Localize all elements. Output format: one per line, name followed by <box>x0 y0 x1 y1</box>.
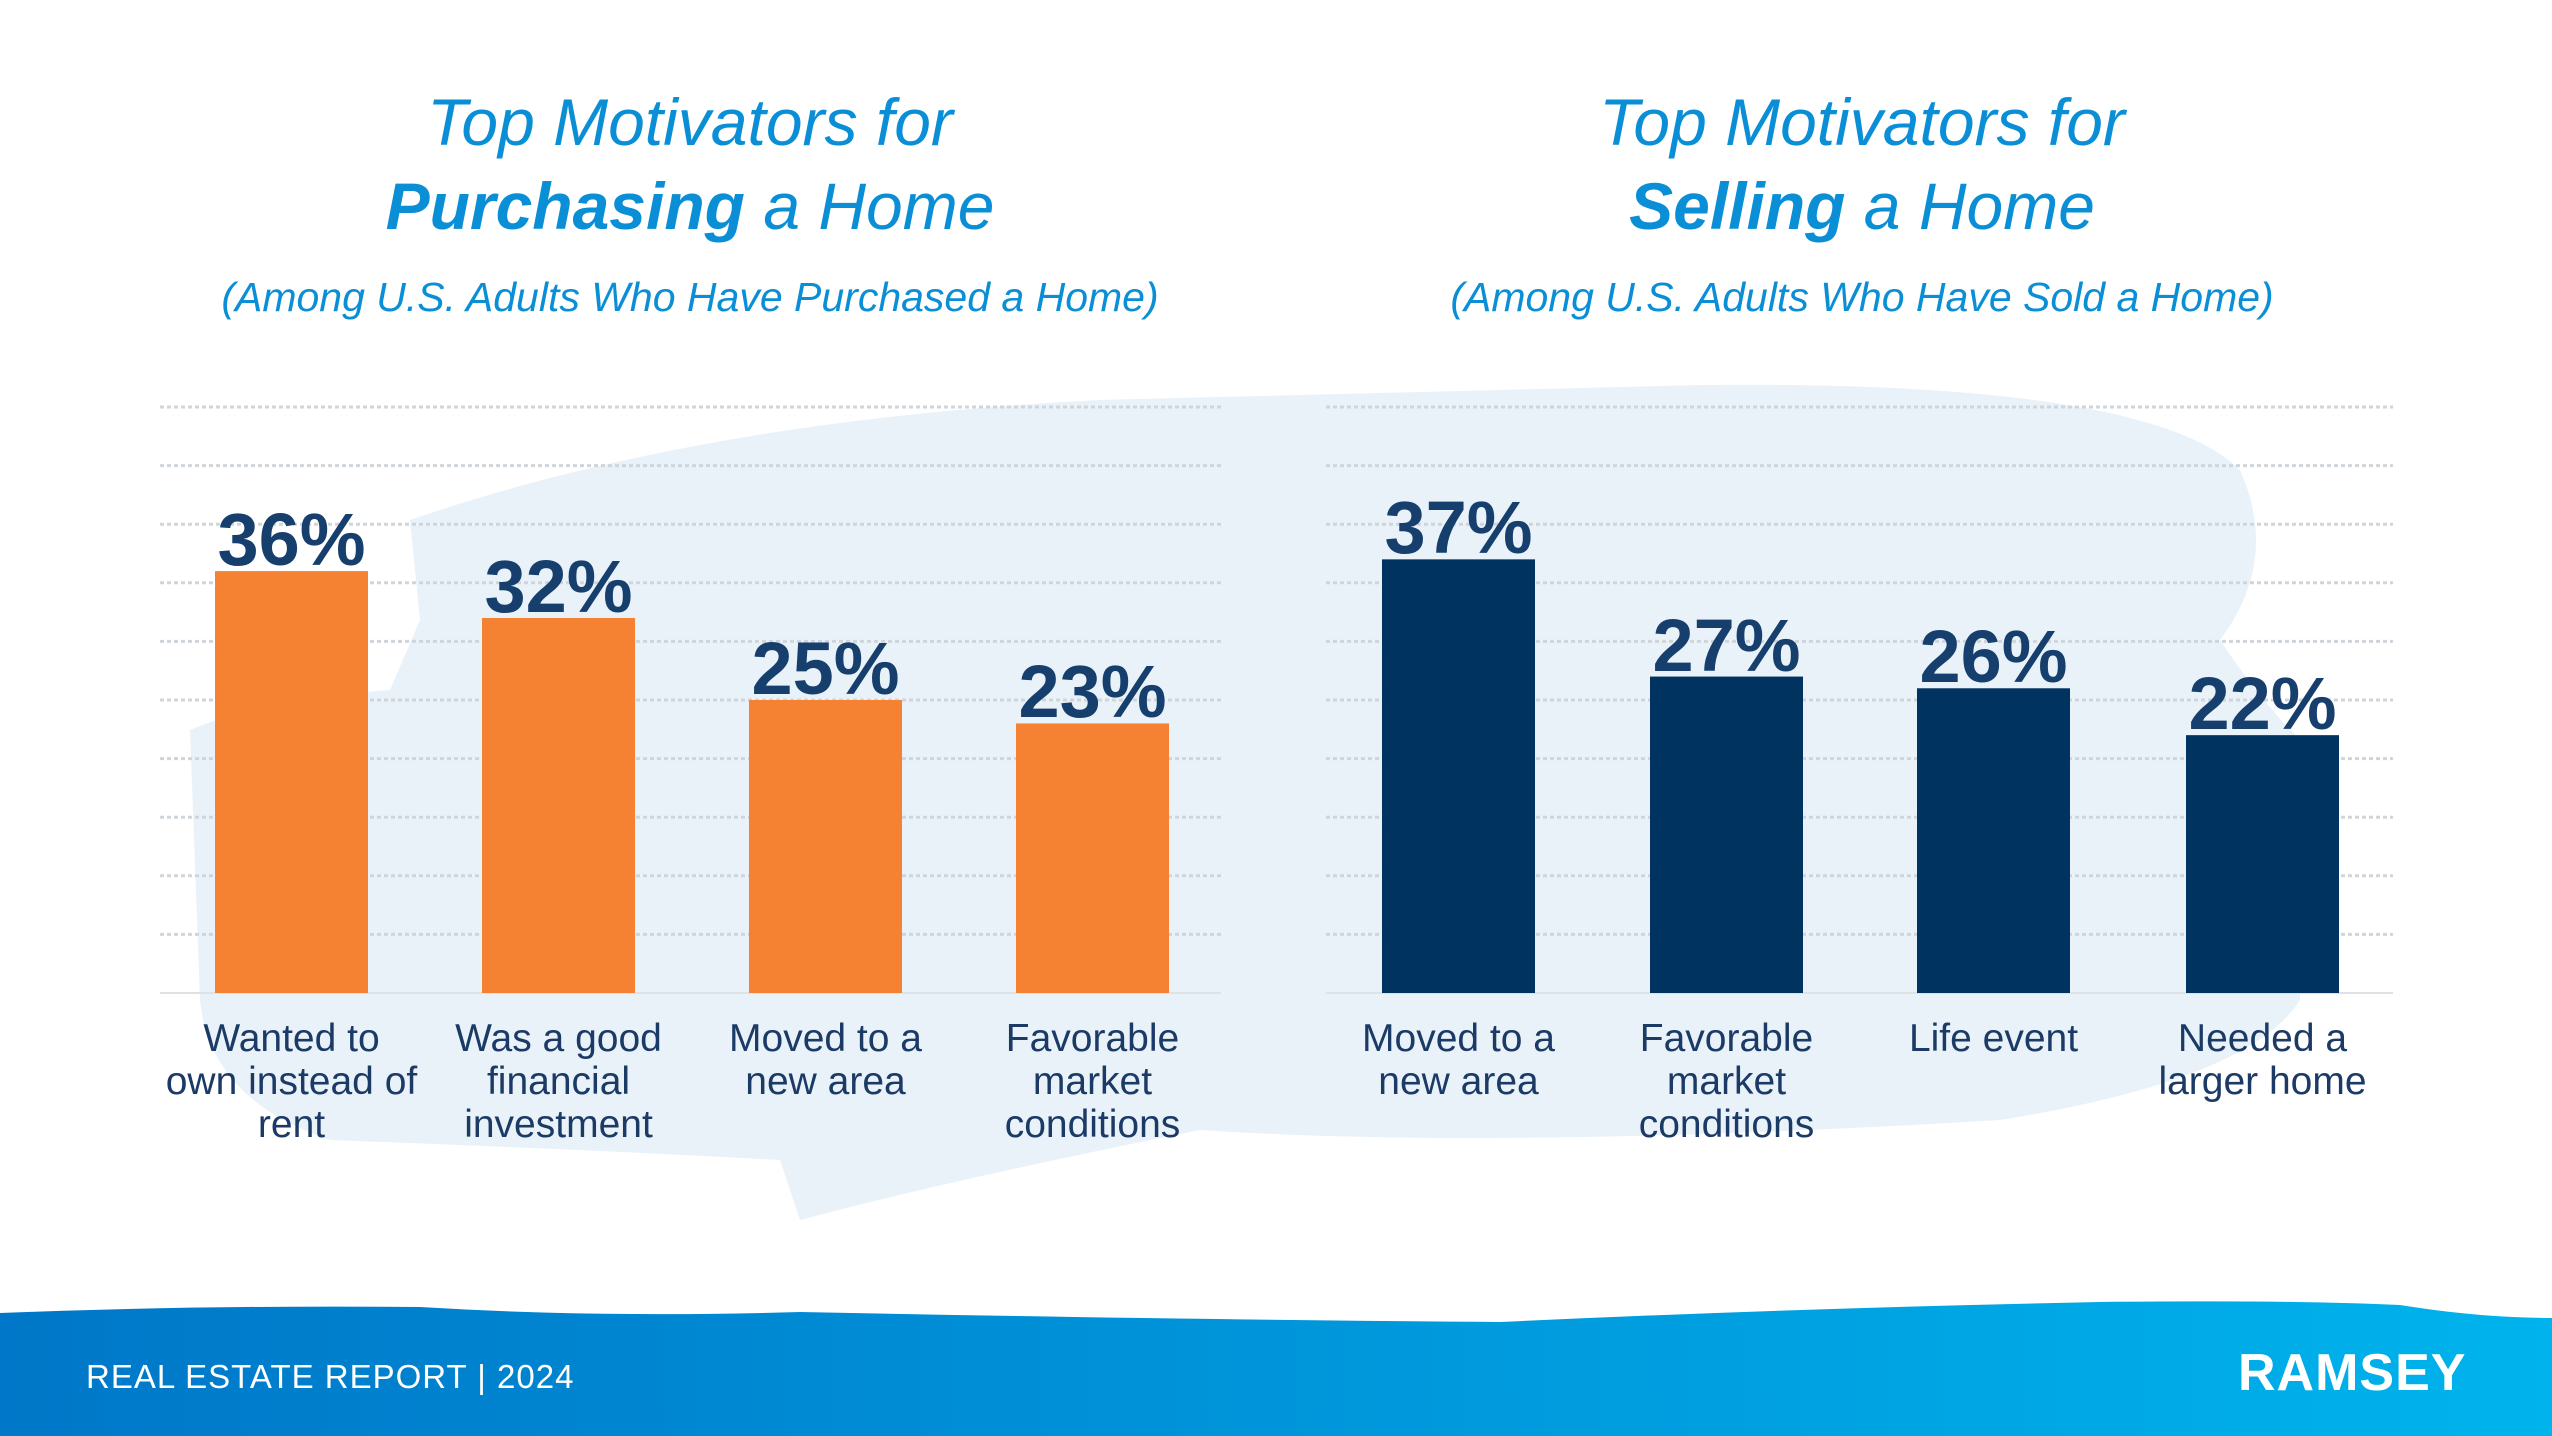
category-label: Favorable market conditions <box>1004 1017 1181 1146</box>
data-label: 36% <box>217 498 366 582</box>
report-label: REAL ESTATE REPORT | 2024 <box>86 1358 575 1395</box>
category-label: Moved to a new area <box>729 1017 922 1103</box>
category-label: Needed a larger home <box>2158 1017 2367 1103</box>
data-label: 27% <box>1652 603 1801 687</box>
purchase-bar <box>482 617 635 993</box>
category-label: Life event <box>1908 1017 2079 1060</box>
title-emphasis: Selling <box>1629 169 1846 243</box>
purchase-chart-title: Top Motivators for Purchasing a Home (Am… <box>90 80 1290 322</box>
title-line: Purchasing a Home <box>90 164 1290 248</box>
purchase-bar <box>215 571 368 993</box>
footer-band <box>0 1301 2552 1436</box>
brush-stroke-background <box>190 384 2300 1221</box>
category-label: Moved to a new area <box>1362 1017 1555 1103</box>
sell-bar <box>1917 688 2070 993</box>
data-label: 26% <box>1919 615 2068 699</box>
title-line: Top Motivators for <box>427 85 953 159</box>
data-label: 22% <box>2188 662 2337 746</box>
purchase-chart-subtitle: (Among U.S. Adults Who Have Purchased a … <box>221 274 1159 320</box>
category-label: Favorable market conditions <box>1638 1017 1815 1146</box>
title-line: Top Motivators for <box>1599 85 2125 159</box>
data-label: 25% <box>751 627 900 710</box>
title-emphasis: Purchasing <box>385 169 745 243</box>
data-label: 37% <box>1384 486 1533 570</box>
category-label: Was a good financial investment <box>455 1017 662 1146</box>
sell-bar <box>2186 735 2339 993</box>
data-label: 23% <box>1018 650 1167 734</box>
sell-bar <box>1650 676 1803 993</box>
title-rest: a Home <box>745 169 995 243</box>
title-line: Selling a Home <box>1262 164 2462 248</box>
title-rest: a Home <box>1845 169 2095 243</box>
ramsey-logo: RAMSEY <box>2238 1344 2467 1402</box>
purchase-bar <box>1016 723 1169 993</box>
purchase-bar <box>749 700 902 993</box>
sell-chart-subtitle: (Among U.S. Adults Who Have Sold a Home) <box>1450 274 2274 320</box>
data-label: 32% <box>484 544 633 628</box>
sell-chart-title: Top Motivators for Selling a Home (Among… <box>1262 80 2462 322</box>
category-label: Wanted to own instead of rent <box>165 1017 418 1146</box>
sell-bar <box>1382 559 1535 993</box>
